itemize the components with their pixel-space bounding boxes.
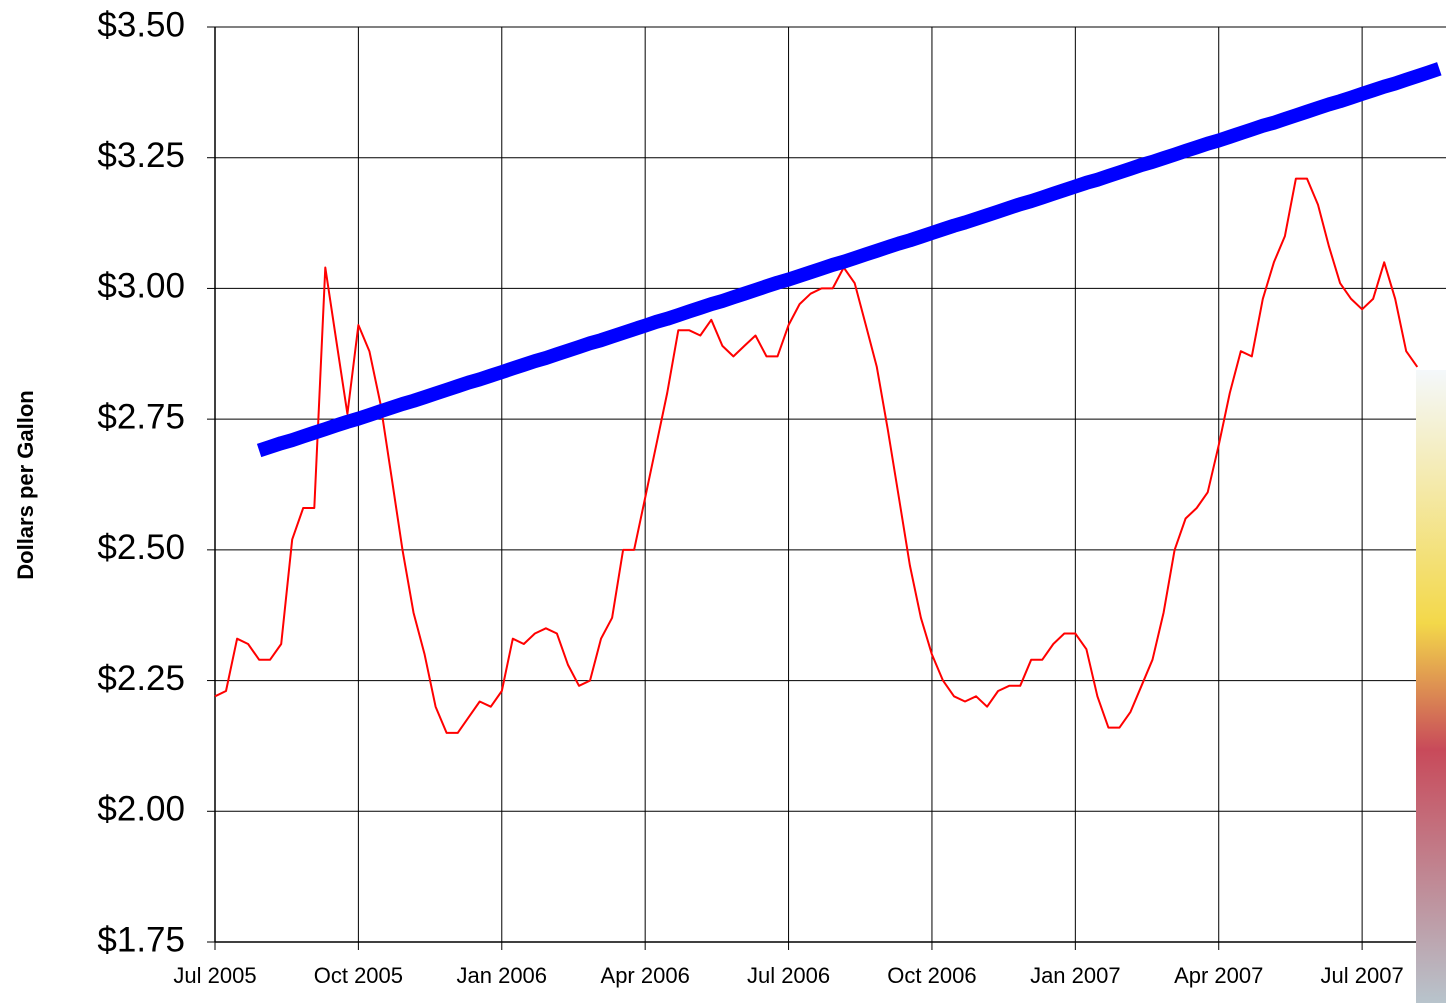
y-axis-title: Dollars per Gallon — [13, 390, 38, 580]
x-tick-label: Jan 2006 — [457, 963, 548, 988]
series-line — [214, 177, 1419, 734]
y-tick-label: $3.00 — [97, 267, 185, 306]
x-tick-label: Jan 2007 — [1030, 963, 1121, 988]
x-tick-label: Oct 2005 — [314, 963, 403, 988]
x-tick-label: Oct 2006 — [887, 963, 976, 988]
x-tick-label: Jul 2005 — [173, 963, 256, 988]
y-tick-label: $2.50 — [97, 528, 185, 567]
series-line — [256, 62, 1442, 458]
y-tick-label: $1.75 — [97, 920, 185, 959]
x-tick-label: Apr 2007 — [1174, 963, 1263, 988]
labels: $1.75 $2.00 $2.25 $2.50 $2.75 $3.00 $3.25 $3.50… — [97, 5, 1403, 988]
photo-fragment — [1416, 370, 1446, 1003]
y-tick-label: $3.50 — [97, 5, 185, 44]
lines — [214, 62, 1442, 734]
x-tick-label: Jul 2006 — [747, 963, 830, 988]
y-tick-label: $2.75 — [97, 397, 185, 436]
x-tick-label: Jul 2007 — [1321, 963, 1404, 988]
grid — [207, 26, 1446, 950]
y-tick-label: $3.25 — [97, 136, 185, 175]
y-tick-label: $2.00 — [97, 790, 185, 829]
y-tick-label: $2.25 — [97, 659, 185, 698]
x-tick-label: Apr 2006 — [601, 963, 690, 988]
